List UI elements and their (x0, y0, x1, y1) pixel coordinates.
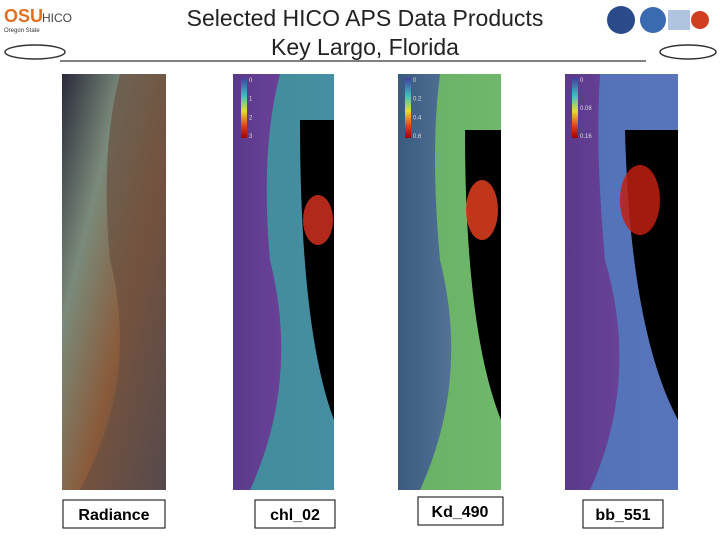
panel-kd (398, 74, 501, 490)
logo-seal (607, 6, 635, 34)
logo-nr: NR (670, 13, 688, 27)
panel-label: chl_02 (270, 507, 320, 524)
title-line-1: Selected HICO APS Data Products (187, 5, 544, 31)
colorbar (405, 78, 411, 138)
hotspot (620, 165, 660, 235)
land (300, 120, 334, 420)
logo-bg (668, 10, 690, 30)
label-box (582, 499, 664, 529)
colorbar-label: 0 (413, 78, 417, 84)
colorbar (241, 78, 247, 138)
colorbar-label: 0.08 (580, 106, 592, 112)
land (80, 74, 166, 490)
logo-icon (691, 11, 709, 29)
colorbar-label: 0.16 (580, 134, 592, 140)
colorbar-label: 2 (249, 115, 253, 121)
colorbar-label: 0 (249, 78, 253, 84)
logo-hico: HICO (42, 11, 72, 25)
colorbar-label: 1 (249, 97, 253, 103)
panel-label: Kd_490 (432, 504, 489, 521)
colorbar-labels: 0 1 2 3 0 0.2 0.4 0.6 0 0.08 0.16 (249, 78, 592, 140)
colorbar-label: 0 (580, 78, 584, 84)
panel-radiance (62, 74, 166, 490)
label-box (417, 496, 504, 526)
logo-osu-sub: Oregon State (4, 28, 40, 34)
logo-osu: OSU (4, 6, 43, 26)
logo-nrl (640, 7, 666, 33)
label-box (254, 499, 336, 529)
panel-bb (565, 74, 678, 490)
hotspot (466, 180, 498, 240)
colorbar-label: 3 (249, 134, 253, 140)
colorbar-label: 0.4 (413, 115, 422, 121)
hotspot (303, 195, 333, 245)
colorbar-label: 0.2 (413, 97, 422, 103)
panel-label: bb_551 (595, 507, 650, 524)
colorbar-label: 0.6 (413, 134, 422, 140)
logo-left: OSU Oregon State HICO (4, 6, 72, 60)
panel-label: Radiance (78, 507, 149, 524)
panel-chl (233, 74, 334, 490)
title-line-2: Key Largo, Florida (271, 34, 459, 60)
orbit-icon (659, 44, 717, 60)
logo-right: NR (607, 6, 717, 60)
colorbar (572, 78, 578, 138)
label-box (62, 499, 166, 529)
orbit-icon (4, 44, 66, 60)
